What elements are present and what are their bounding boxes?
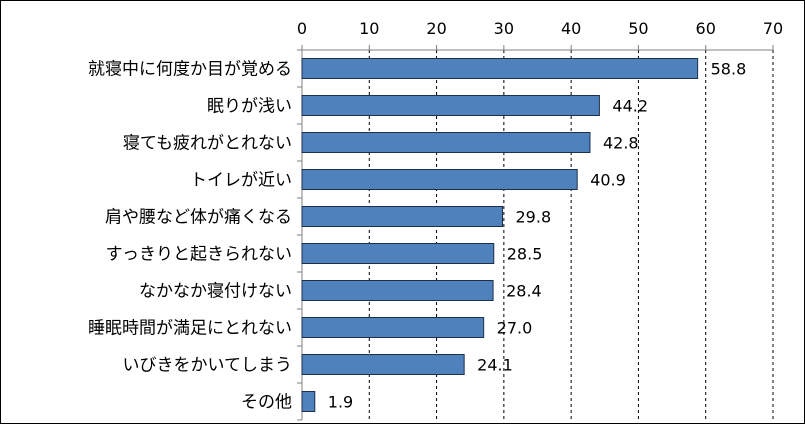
bar-2 — [301, 132, 591, 153]
data-label-9: 1.9 — [328, 393, 353, 412]
x-tick-label-20: 20 — [426, 19, 446, 38]
data-label-1: 44.2 — [612, 97, 648, 116]
category-label-0: 就寝中に何度か目が覚める — [88, 59, 292, 80]
data-label-0: 58.8 — [711, 60, 747, 79]
bar-5 — [301, 243, 495, 264]
x-tick-label-50: 50 — [628, 19, 648, 38]
x-tick-label-60: 60 — [696, 19, 716, 38]
x-tick-label-40: 40 — [561, 19, 581, 38]
data-label-8: 24.1 — [477, 356, 513, 375]
category-label-4: 肩や腰など体が痛くなる — [105, 208, 292, 228]
bar-6 — [301, 280, 494, 301]
category-label-3: トイレが近い — [190, 171, 292, 191]
bar-4 — [301, 206, 504, 227]
data-label-5: 28.5 — [507, 245, 543, 264]
category-label-9: その他 — [241, 393, 292, 413]
bar-8 — [301, 354, 465, 375]
category-label-5: すっきりと起きられない — [106, 245, 292, 265]
x-tick-label-30: 30 — [494, 19, 514, 38]
x-tick-label-70: 70 — [763, 19, 783, 38]
bar-1 — [301, 95, 600, 116]
x-tick-label-0: 0 — [297, 19, 307, 38]
bar-0 — [301, 58, 699, 79]
bar-7 — [301, 317, 485, 338]
data-label-6: 28.4 — [506, 282, 542, 301]
bar-3 — [301, 169, 578, 190]
x-tick-label-10: 10 — [359, 19, 379, 38]
data-label-4: 29.8 — [516, 208, 552, 227]
data-label-2: 42.8 — [603, 134, 639, 153]
category-label-6: なかなか寝付けない — [139, 281, 292, 302]
category-label-1: 眠りが浅い — [207, 97, 292, 117]
category-label-7: 睡眠時間が満足にとれない — [88, 319, 292, 339]
bar-9 — [301, 391, 316, 412]
data-label-3: 40.9 — [590, 171, 626, 190]
data-label-7: 27.0 — [497, 319, 533, 338]
category-label-8: いびきをかいてしまう — [123, 356, 293, 376]
category-label-2: 寝ても疲れがとれない — [123, 133, 292, 154]
